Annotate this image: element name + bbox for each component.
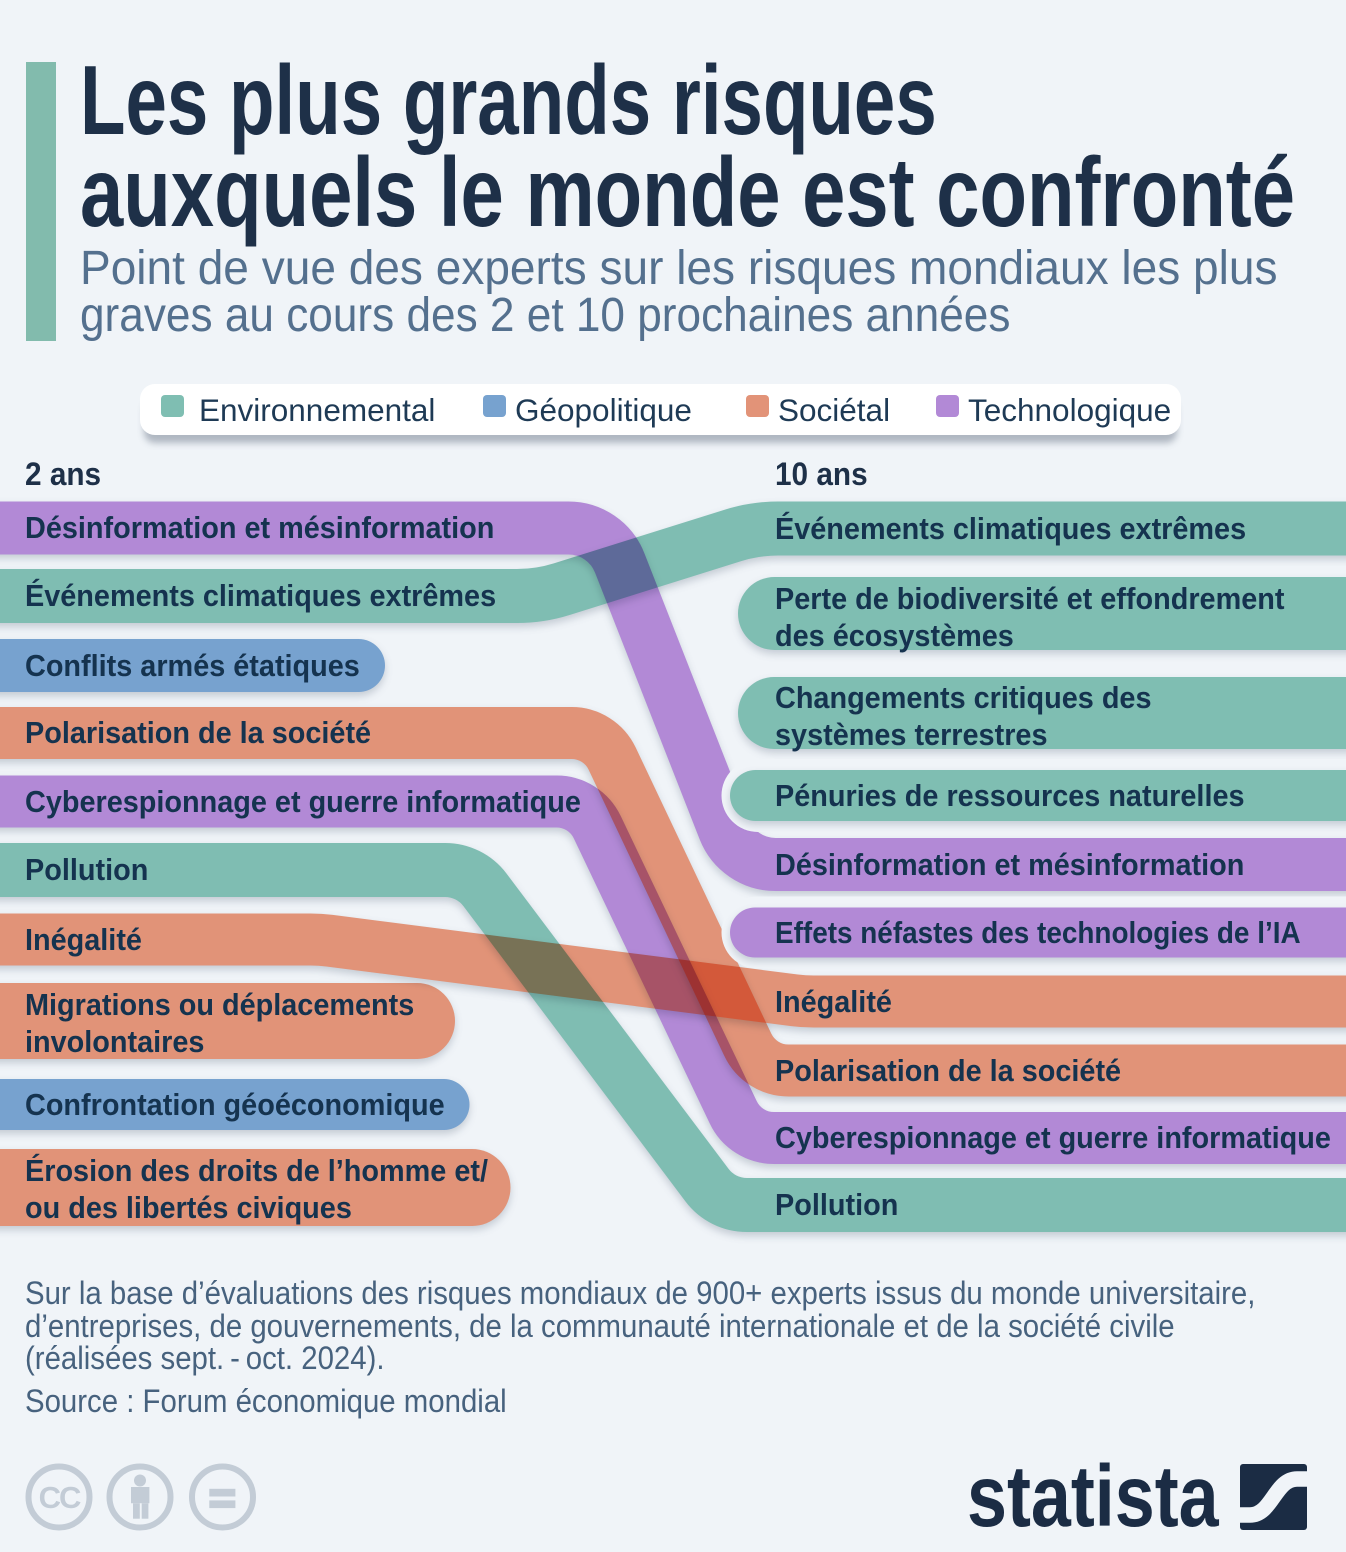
svg-text:CC: CC [39, 1480, 81, 1515]
